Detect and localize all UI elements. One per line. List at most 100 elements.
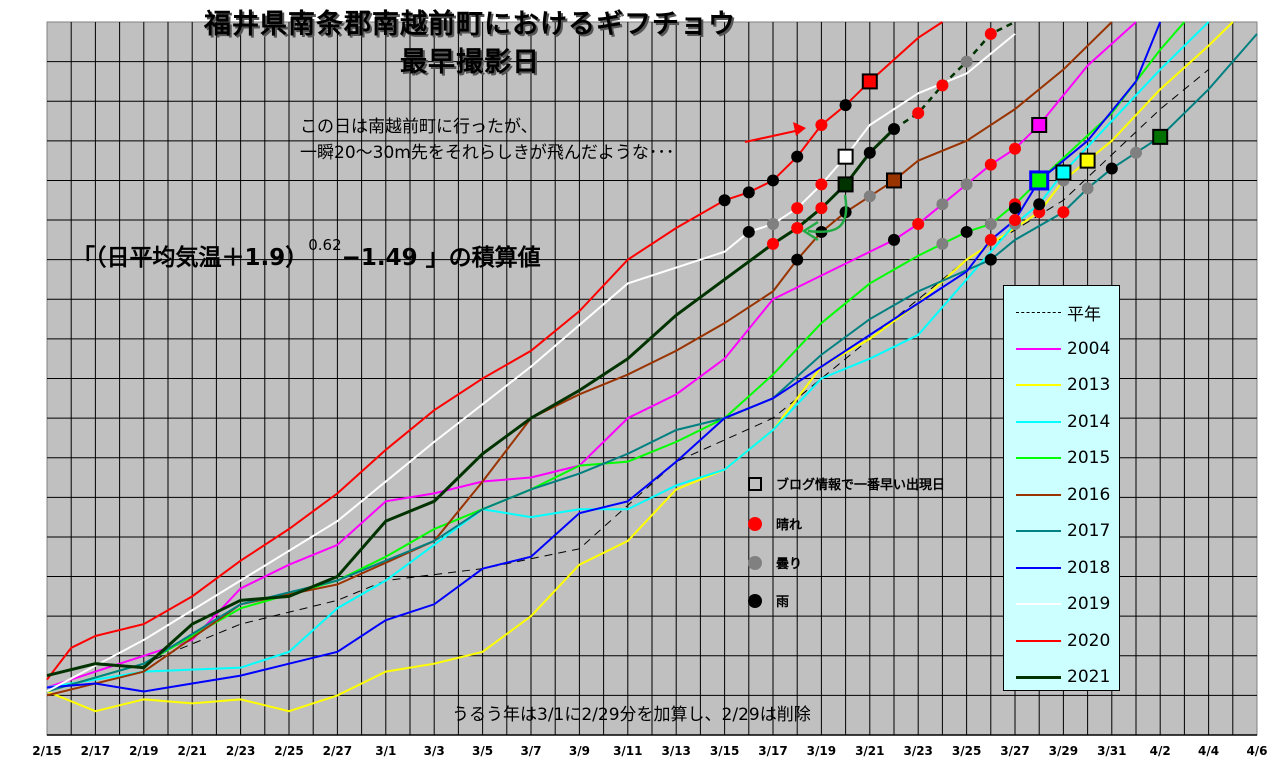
weather-dot-cloudy [767, 218, 779, 231]
legend-item-2020: 2020 [1016, 631, 1110, 651]
legend-label: 2018 [1067, 557, 1111, 578]
first-sighting-square-2020 [861, 73, 878, 90]
first-sighting-square-2016 [886, 172, 902, 189]
annotation-arrow-green [801, 194, 848, 242]
legend-item-2014: 2014 [1016, 412, 1110, 432]
legend-line-swatch [1016, 311, 1061, 313]
series-legend: 平年 2004 2013 2014 2015 2016 2017 2018 2019 2020 20… [1003, 285, 1120, 691]
first-sighting-square-2004 [1031, 116, 1048, 133]
formula-suffix: −1.49 」の積算値 [341, 245, 541, 271]
weather-dot-rain [984, 253, 997, 266]
x-tick-label: 3/9 [568, 744, 590, 758]
legend-label: 2014 [1067, 411, 1111, 432]
legend-item-2016: 2016 [1016, 485, 1110, 505]
legend-item-2018: 2018 [1016, 558, 1110, 578]
x-tick-label: 3/15 [709, 744, 740, 758]
weather-dot-rain [839, 99, 852, 112]
annotation-line1: この日は南越前町に行ったが、 [300, 117, 538, 137]
x-tick-label: 3/3 [423, 744, 445, 758]
legend-line-swatch [1016, 457, 1061, 459]
weather-dot-cloudy [960, 55, 973, 68]
x-tick-label: 3/13 [661, 744, 691, 758]
weather-dot-cloudy [960, 178, 973, 191]
weather-dot-sunny [984, 158, 997, 171]
marker-legend-label: 雨 [776, 595, 790, 610]
series-line-2013 [46, 21, 1234, 713]
x-tick-label: 3/25 [951, 744, 982, 758]
legend-label: 2016 [1067, 484, 1111, 505]
series-line-2016 [46, 21, 1113, 697]
x-tick-label: 3/23 [903, 744, 933, 758]
x-tick-label: 4/2 [1149, 744, 1171, 758]
x-tick-label: 3/27 [1000, 744, 1030, 758]
legend-line-swatch [1016, 420, 1061, 423]
series-line-平年 [46, 69, 1209, 692]
weather-dot-rain [1033, 198, 1046, 211]
legend-label: 2020 [1067, 630, 1111, 651]
annotation-line2: 一瞬20〜30m先をそれらしきが飛んだような･･･ [300, 143, 675, 163]
y-axis-formula-label: 「（日平均気温＋1.9）0.62−1.49 」の積算値 [72, 236, 541, 272]
legend-label: 2013 [1067, 375, 1111, 395]
legend-label: 平年 [1067, 304, 1101, 325]
x-tick-label: 3/11 [613, 744, 643, 758]
cloudy-dot-icon [748, 555, 762, 570]
marker-legend-label: 曇り [776, 557, 803, 572]
weather-dot-sunny [767, 237, 779, 250]
leap-year-note: うるう年は3/1に2/29分を加算し、2/29は削除 [452, 705, 811, 725]
weather-dot-sunny [936, 79, 949, 92]
x-tick-label: 4/6 [1246, 744, 1268, 758]
weather-dot-cloudy [863, 190, 876, 203]
weather-dot-sunny [912, 107, 925, 120]
first-sighting-square-2015 [1032, 173, 1047, 188]
weather-dot-cloudy [1130, 146, 1142, 159]
weather-dot-rain [791, 150, 804, 163]
legend-label: 2019 [1067, 594, 1111, 614]
legend-line-swatch [1016, 566, 1061, 569]
marker-legend-label: ブログ情報で一番早い出現日 [776, 478, 946, 493]
legend-item-2021: 2021 [1016, 667, 1110, 687]
x-tick-label: 2/27 [322, 744, 353, 758]
first-sighting-square-2019 [837, 148, 854, 165]
marker-legend-rain: 雨 [748, 591, 789, 610]
x-tick-label: 2/25 [274, 744, 304, 758]
weather-dot-rain [1009, 202, 1021, 215]
legend-item-平年: 平年 [1016, 302, 1101, 325]
weather-dot-sunny [1057, 206, 1070, 219]
series-line-2014 [46, 21, 1210, 689]
legend-line-swatch [1016, 347, 1061, 350]
weather-dot-rain [742, 186, 755, 199]
weather-dot-sunny [984, 27, 997, 40]
weather-dot-sunny [1009, 214, 1021, 227]
first-sighting-square-2021 [837, 176, 854, 193]
x-tick-label: 3/5 [472, 744, 494, 758]
sunny-dot-icon [748, 516, 762, 531]
x-tick-label: 3/21 [855, 744, 885, 758]
legend-line-swatch [1016, 675, 1061, 679]
weather-dot-rain [888, 122, 900, 135]
marker-legend-sunny: 晴れ [748, 514, 802, 533]
weather-dot-sunny [912, 218, 925, 231]
first-sighting-square-2017 [1152, 128, 1169, 145]
weather-dot-rain [1105, 162, 1118, 175]
weather-dot-rain [791, 253, 804, 266]
first-sighting-square-2014 [1055, 164, 1072, 181]
chart-title-line2: 最早撮影日 [400, 47, 540, 78]
rain-dot-icon [748, 593, 762, 608]
formula-prefix: 「（日平均気温＋1.9） [72, 245, 309, 271]
x-tick-label: 3/7 [520, 744, 542, 758]
x-tick-label: 3/17 [758, 744, 788, 758]
legend-label: 2015 [1067, 448, 1111, 468]
marker-legend-square: ブログ情報で一番早い出現日 [748, 474, 945, 493]
markers-group [718, 27, 1169, 266]
legend-label: 2021 [1067, 667, 1111, 687]
x-tick-label: 3/31 [1097, 744, 1127, 758]
legend-line-swatch [1016, 493, 1061, 496]
legend-label: 2004 [1067, 338, 1111, 359]
weather-dot-cloudy [1081, 182, 1094, 195]
marker-legend-label: 晴れ [776, 518, 803, 533]
first-sighting-square-2013 [1079, 152, 1096, 169]
weather-dot-rain [960, 225, 973, 238]
marker-legend-cloudy: 曇り [748, 553, 802, 572]
weather-dot-rain [888, 233, 900, 246]
legend-line-swatch [1016, 639, 1061, 642]
